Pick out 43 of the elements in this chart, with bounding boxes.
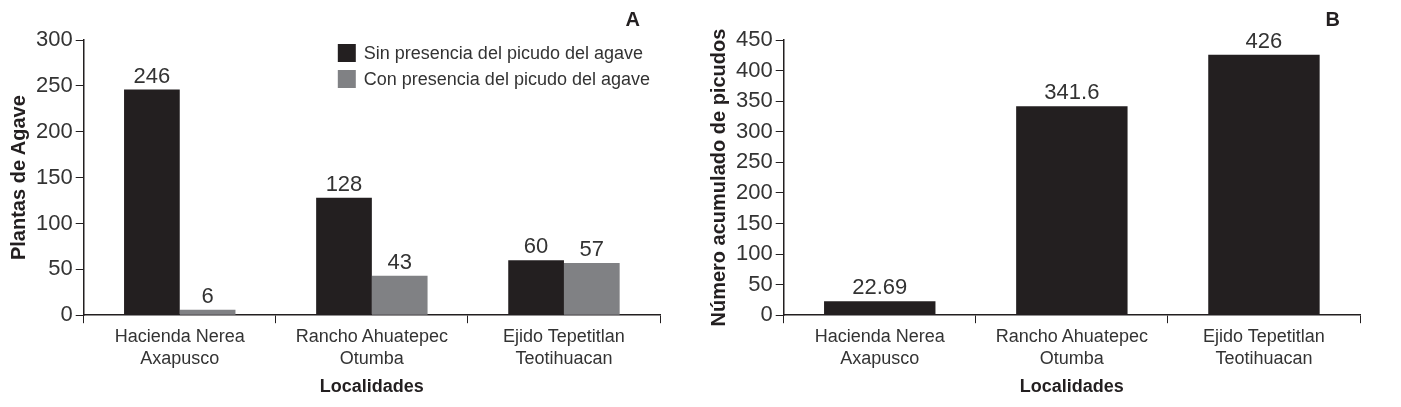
y-tick-label: 0: [60, 301, 73, 327]
x-axis-title: Localidades: [1019, 376, 1124, 397]
y-tick-label: 0: [760, 301, 773, 327]
data-label: 43: [387, 248, 412, 274]
y-axis-title: Plantas de Agave: [6, 95, 29, 261]
data-label: 60: [523, 233, 549, 259]
y-tick-label: 300: [735, 117, 773, 143]
y-tick-label: 150: [35, 163, 73, 189]
y-tick-label: 450: [735, 26, 773, 52]
y-tick-label: 250: [35, 71, 73, 97]
bar: [563, 262, 620, 315]
x-tick-label: Rancho Ahuatepec Otumba: [995, 325, 1148, 368]
text: A: [625, 7, 640, 30]
bar: [179, 309, 236, 315]
bar: [371, 275, 428, 315]
y-tick-label: 50: [748, 270, 773, 296]
y-tick-label: 50: [48, 255, 73, 281]
y-tick-label: 250: [735, 148, 773, 174]
y-tick-label: 100: [35, 209, 73, 235]
data-label: 22.69: [852, 274, 908, 300]
x-tick-label: Hacienda Nerea Axapusco: [814, 325, 946, 368]
y-tick-label: 300: [35, 26, 73, 52]
data-label: 57: [579, 235, 605, 261]
y-tick-label: 200: [35, 117, 73, 143]
x-tick-label: Ejido Tepetitlan Teotihuacan: [503, 325, 625, 368]
data-label: 128: [325, 170, 363, 196]
y-tick-label: 100: [735, 240, 773, 266]
x-axis-title: Localidades: [319, 376, 424, 397]
data-label: 426: [1245, 27, 1283, 53]
y-tick-label: 350: [735, 87, 773, 113]
data-label: 341.6: [1044, 79, 1100, 105]
y-tick-label: 200: [735, 178, 773, 204]
legend-label: Con presencia del picudo del agave: [363, 68, 650, 89]
data-label: 6: [201, 282, 214, 308]
data-label: 246: [133, 62, 171, 88]
y-tick-label: 150: [735, 209, 773, 235]
legend-label: Sin presencia del picudo del agave: [363, 42, 643, 63]
text: B: [1325, 7, 1340, 30]
y-tick-label: 400: [735, 56, 773, 82]
x-tick-label: Ejido Tepetitlan Teotihuacan: [1203, 325, 1325, 368]
y-axis-title: Número acumulado de picudos: [706, 28, 729, 327]
x-tick-label: Rancho Ahuatepec Otumba: [295, 325, 448, 368]
x-tick-label: Hacienda Nerea Axapusco: [114, 325, 246, 368]
